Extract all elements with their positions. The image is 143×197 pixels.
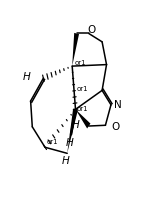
- Text: H: H: [66, 138, 74, 148]
- Polygon shape: [76, 109, 91, 128]
- Text: O: O: [112, 122, 120, 132]
- Polygon shape: [67, 109, 78, 153]
- Text: H: H: [23, 72, 31, 82]
- Text: H: H: [62, 156, 69, 166]
- Text: or1: or1: [77, 106, 88, 112]
- Text: O: O: [88, 25, 96, 35]
- Text: or1: or1: [74, 60, 86, 66]
- Text: H: H: [72, 120, 79, 130]
- Text: or1: or1: [46, 139, 58, 145]
- Text: N: N: [114, 100, 122, 110]
- Polygon shape: [72, 33, 79, 66]
- Text: or1: or1: [77, 86, 88, 92]
